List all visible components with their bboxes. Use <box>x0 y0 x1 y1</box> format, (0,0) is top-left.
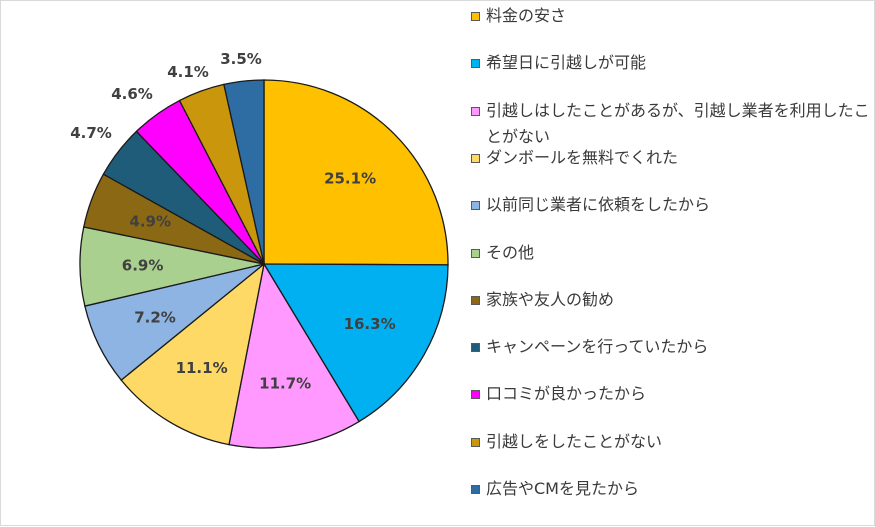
legend-swatch <box>471 295 480 305</box>
legend-label: 以前同じ業者に依頼をしたから <box>486 195 711 215</box>
legend-swatch <box>471 59 480 69</box>
legend-swatch <box>471 12 480 21</box>
pie-slice-2 <box>262 263 449 423</box>
data-label-2: 16.3% <box>344 315 396 333</box>
legend-label: 広告やCMを見たから <box>486 479 639 498</box>
pie-slice-1 <box>263 79 449 266</box>
data-label-6: 6.9% <box>122 257 164 275</box>
legend-swatch <box>471 106 480 116</box>
legend-label: 口コミが良かったから <box>486 384 647 404</box>
pie-slice-3 <box>228 262 360 449</box>
legend-label: 引越しはしたことがあるが、引越し業者を利用したことがない <box>486 100 870 146</box>
legend-label: 家族や友人の勧め <box>486 289 615 309</box>
legend-swatch <box>471 485 480 494</box>
data-label-11: 3.5% <box>220 50 262 68</box>
data-label-5: 7.2% <box>134 309 176 327</box>
pie-slice-11 <box>223 79 265 265</box>
data-label-9: 4.6% <box>111 85 153 103</box>
legend-swatch <box>471 343 480 353</box>
legend-swatch <box>471 248 480 258</box>
legend-swatch <box>471 390 480 400</box>
data-label-10: 4.1% <box>167 63 209 81</box>
legend-swatch <box>471 153 480 163</box>
data-label-8: 4.7% <box>70 124 112 142</box>
data-label-4: 11.1% <box>176 359 228 377</box>
legend: 料金の安さ希望日に引越しが可能引越しはしたことがあるが、引越し業者を利用したこと… <box>471 1 875 527</box>
legend-swatch <box>471 201 480 211</box>
legend-label: 料金の安さ <box>486 6 567 25</box>
legend-label: 引越しをしたことがない <box>486 431 663 451</box>
legend-label: キャンペーンを行っていたから <box>486 337 709 357</box>
legend-swatch <box>471 437 480 447</box>
legend-label: その他 <box>486 242 535 262</box>
data-label-1: 25.1% <box>324 169 376 187</box>
data-label-7: 4.9% <box>129 213 171 231</box>
pie-slice-4 <box>120 262 265 446</box>
legend-label: ダンボールを無料でくれた <box>486 147 679 167</box>
legend-label: 希望日に引越しが可能 <box>486 53 647 73</box>
pie-chart: 25.1% 16.3% 11.7% 11.1% 7.2% 6.9% 4.9% 4.7% 4.6%… <box>70 50 449 449</box>
data-label-3: 11.7% <box>259 375 311 393</box>
